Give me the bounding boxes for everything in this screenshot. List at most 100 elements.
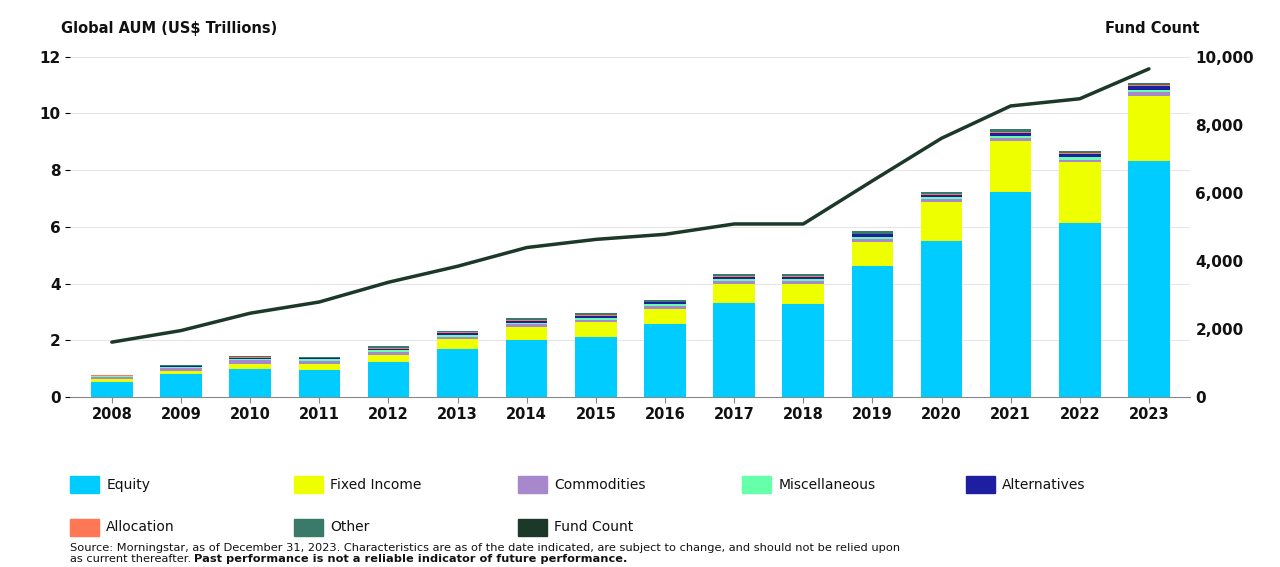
Bar xyxy=(91,376,133,377)
Bar xyxy=(506,327,548,340)
Bar xyxy=(436,332,479,333)
Bar xyxy=(1128,161,1170,397)
Bar xyxy=(160,365,202,366)
Bar xyxy=(989,129,1032,132)
Bar xyxy=(782,284,824,304)
Bar xyxy=(160,366,202,367)
Bar xyxy=(1128,87,1170,90)
Bar xyxy=(920,195,963,197)
Text: Alternatives: Alternatives xyxy=(1002,478,1085,492)
Bar xyxy=(506,324,548,327)
Bar xyxy=(229,364,271,369)
Bar xyxy=(782,304,824,397)
Bar xyxy=(713,303,755,397)
Bar xyxy=(506,320,548,321)
Bar xyxy=(644,303,686,304)
Text: Fixed Income: Fixed Income xyxy=(330,478,421,492)
Bar xyxy=(644,300,686,302)
Bar xyxy=(713,279,755,281)
Bar xyxy=(229,369,271,397)
Bar xyxy=(506,323,548,324)
Bar xyxy=(298,370,340,397)
Bar xyxy=(229,357,271,358)
Bar xyxy=(367,352,410,355)
Bar xyxy=(782,276,824,277)
Bar xyxy=(989,141,1032,192)
Bar xyxy=(851,235,893,237)
Text: Other: Other xyxy=(330,521,370,534)
Bar xyxy=(782,274,824,276)
Bar xyxy=(298,361,340,364)
Bar xyxy=(1059,153,1101,154)
Bar xyxy=(575,313,617,315)
Bar xyxy=(506,340,548,397)
Text: Past performance is not a reliable indicator of future performance.: Past performance is not a reliable indic… xyxy=(195,554,627,564)
Bar xyxy=(644,306,686,308)
Bar xyxy=(367,350,410,352)
Bar xyxy=(91,375,133,376)
Bar xyxy=(644,302,686,303)
Bar xyxy=(298,364,340,370)
Bar xyxy=(160,367,202,368)
Bar xyxy=(229,360,271,364)
Bar xyxy=(920,194,963,195)
Bar xyxy=(160,371,202,374)
Bar xyxy=(506,318,548,320)
Bar xyxy=(644,308,686,324)
Bar xyxy=(782,277,824,279)
Bar xyxy=(575,316,617,318)
Bar xyxy=(989,133,1032,136)
Bar xyxy=(367,362,410,397)
Bar xyxy=(1128,83,1170,86)
Bar xyxy=(920,192,963,194)
Bar xyxy=(1128,96,1170,161)
Bar xyxy=(920,241,963,397)
Bar xyxy=(1128,86,1170,87)
Bar xyxy=(160,374,202,397)
Bar xyxy=(989,192,1032,397)
Bar xyxy=(436,335,479,337)
Bar xyxy=(229,358,271,359)
Bar xyxy=(160,368,202,371)
Text: Equity: Equity xyxy=(106,478,150,492)
Bar xyxy=(920,200,963,202)
Bar xyxy=(782,279,824,281)
Bar xyxy=(713,274,755,276)
Bar xyxy=(1059,157,1101,160)
Text: as current thereafter.: as current thereafter. xyxy=(70,554,195,564)
Bar xyxy=(367,348,410,349)
Bar xyxy=(989,138,1032,141)
Text: Global AUM (US$ Trillions): Global AUM (US$ Trillions) xyxy=(61,22,278,36)
Bar xyxy=(575,318,617,320)
Bar xyxy=(851,242,893,266)
Bar xyxy=(851,266,893,397)
Bar xyxy=(436,331,479,332)
Bar xyxy=(575,337,617,397)
Bar xyxy=(91,382,133,397)
Bar xyxy=(851,239,893,242)
Bar xyxy=(436,333,479,335)
Bar xyxy=(644,324,686,397)
Bar xyxy=(298,358,340,359)
Bar xyxy=(1059,151,1101,153)
Bar xyxy=(298,357,340,358)
Bar xyxy=(229,359,271,360)
Bar xyxy=(920,202,963,241)
Bar xyxy=(575,315,617,316)
Bar xyxy=(436,339,479,349)
Text: Fund Count: Fund Count xyxy=(1105,22,1199,36)
Bar xyxy=(1128,92,1170,96)
Bar xyxy=(782,281,824,284)
Bar xyxy=(575,322,617,337)
Bar xyxy=(851,234,893,235)
Text: Fund Count: Fund Count xyxy=(554,521,634,534)
Bar xyxy=(1059,223,1101,397)
Bar xyxy=(713,276,755,277)
Bar xyxy=(91,379,133,382)
Bar xyxy=(1128,90,1170,92)
Bar xyxy=(1059,154,1101,157)
Bar xyxy=(1059,160,1101,163)
Bar xyxy=(575,320,617,323)
Text: Commodities: Commodities xyxy=(554,478,645,492)
Bar xyxy=(920,197,963,200)
